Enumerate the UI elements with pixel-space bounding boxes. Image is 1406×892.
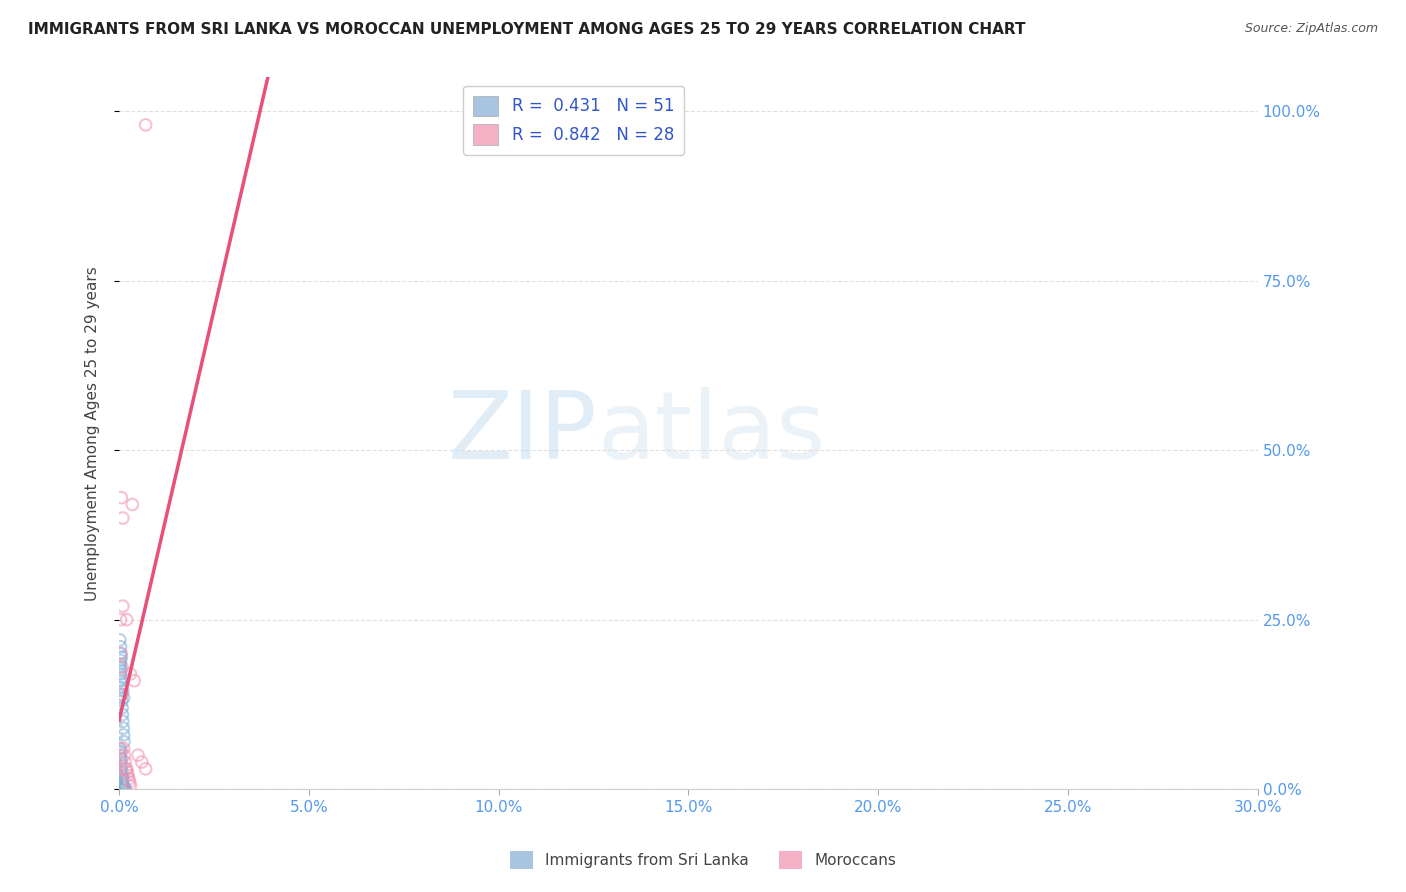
Point (110, 768, 132, 782)
Point (111, 772, 134, 786)
Point (108, 748, 131, 763)
Point (112, 690, 135, 705)
Text: IMMIGRANTS FROM SRI LANKA VS MOROCCAN UNEMPLOYMENT AMONG AGES 25 TO 29 YEARS COR: IMMIGRANTS FROM SRI LANKA VS MOROCCAN UN… (28, 22, 1025, 37)
Point (118, 772, 141, 786)
Point (112, 780, 135, 795)
Point (110, 751, 132, 765)
Point (120, 779, 142, 793)
Point (115, 762, 138, 776)
Point (108, 748, 131, 763)
Point (115, 613, 138, 627)
Point (110, 673, 132, 688)
Point (112, 780, 135, 795)
Point (108, 741, 131, 756)
Point (108, 633, 131, 648)
Point (121, 498, 143, 512)
Point (112, 721, 135, 735)
Point (112, 781, 135, 796)
Point (111, 670, 134, 684)
Point (111, 780, 134, 794)
Point (122, 673, 145, 688)
Point (127, 748, 149, 763)
Point (120, 667, 142, 681)
Point (111, 684, 134, 698)
Point (108, 660, 131, 674)
Point (110, 774, 132, 789)
Point (108, 762, 131, 776)
Point (111, 780, 134, 794)
Point (110, 745, 132, 759)
Point (111, 714, 134, 729)
Legend: Immigrants from Sri Lanka, Moroccans: Immigrants from Sri Lanka, Moroccans (503, 845, 903, 875)
Point (110, 613, 132, 627)
Point (110, 491, 132, 505)
Point (110, 664, 132, 678)
Point (112, 734, 135, 748)
Point (115, 762, 138, 776)
Point (111, 775, 134, 789)
Point (110, 681, 132, 695)
Point (110, 653, 132, 667)
Point (110, 762, 132, 776)
Point (111, 779, 134, 793)
Point (111, 511, 134, 525)
Point (112, 748, 135, 763)
Point (108, 667, 131, 681)
Point (114, 755, 136, 769)
Point (108, 647, 131, 661)
Point (111, 687, 134, 701)
Point (110, 640, 132, 654)
Point (114, 781, 136, 796)
Point (135, 762, 157, 776)
Point (111, 660, 134, 674)
Point (110, 772, 132, 787)
Point (111, 707, 134, 722)
Point (114, 781, 136, 796)
Point (108, 657, 131, 671)
Point (112, 778, 135, 792)
Point (112, 728, 135, 742)
Point (111, 701, 134, 715)
Point (110, 647, 132, 661)
Text: atlas: atlas (598, 387, 825, 479)
Point (111, 770, 134, 784)
Point (108, 765, 131, 780)
Point (135, 118, 157, 132)
Point (118, 775, 141, 789)
Point (111, 777, 134, 791)
Point (111, 775, 134, 789)
Point (111, 765, 134, 780)
Point (111, 758, 134, 772)
Point (131, 755, 153, 769)
Point (117, 765, 139, 780)
Point (110, 755, 132, 769)
Point (110, 650, 132, 665)
Point (111, 599, 134, 614)
Text: Source: ZipAtlas.com: Source: ZipAtlas.com (1244, 22, 1378, 36)
Point (111, 694, 134, 708)
Point (112, 741, 135, 756)
Point (112, 781, 135, 796)
Text: ZIP: ZIP (447, 387, 598, 479)
Y-axis label: Unemployment Among Ages 25 to 29 years: Unemployment Among Ages 25 to 29 years (86, 266, 100, 600)
Point (110, 741, 132, 756)
Legend: R =  0.431   N = 51, R =  0.842   N = 28: R = 0.431 N = 51, R = 0.842 N = 28 (464, 86, 685, 155)
Point (117, 768, 139, 782)
Point (111, 677, 134, 691)
Point (110, 687, 132, 701)
Point (110, 768, 132, 782)
